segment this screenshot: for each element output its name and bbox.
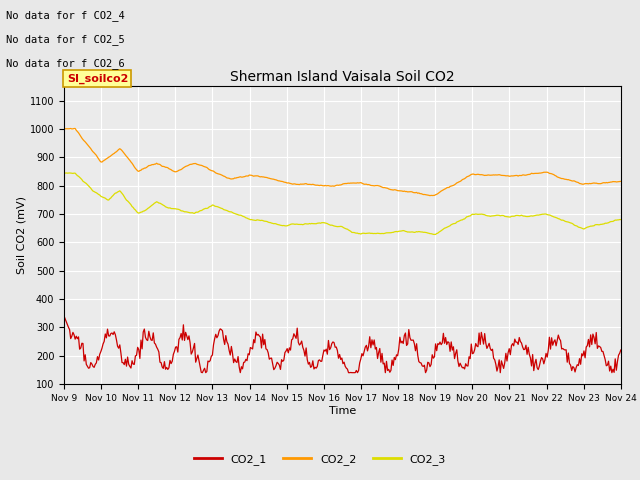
CO2_1 bbox=[617, 347, 625, 353]
Text: No data for f CO2_5: No data for f CO2_5 bbox=[6, 34, 125, 45]
CO2_2 bbox=[519, 172, 527, 178]
CO2_3 bbox=[60, 170, 68, 176]
CO2_3 bbox=[329, 223, 337, 228]
CO2_2 bbox=[606, 180, 614, 185]
CO2_2 bbox=[617, 179, 625, 184]
CO2_3 bbox=[617, 216, 625, 222]
CO2_2 bbox=[362, 181, 370, 187]
Y-axis label: Soil CO2 (mV): Soil CO2 (mV) bbox=[17, 196, 27, 274]
Line: CO2_1: CO2_1 bbox=[64, 316, 621, 372]
CO2_3 bbox=[393, 228, 401, 234]
CO2_3 bbox=[326, 222, 333, 228]
CO2_1 bbox=[605, 358, 612, 364]
CO2_3 bbox=[519, 213, 527, 219]
CO2_3 bbox=[606, 219, 614, 225]
CO2_2 bbox=[426, 193, 434, 199]
CO2_3 bbox=[62, 170, 70, 176]
CO2_1 bbox=[393, 352, 401, 358]
Text: SI_soilco2: SI_soilco2 bbox=[67, 73, 128, 84]
Text: No data for f CO2_6: No data for f CO2_6 bbox=[6, 58, 125, 69]
CO2_1 bbox=[326, 347, 333, 352]
CO2_3 bbox=[431, 231, 438, 237]
Legend: CO2_1, CO2_2, CO2_3: CO2_1, CO2_2, CO2_3 bbox=[189, 450, 451, 469]
Text: No data for f CO2_4: No data for f CO2_4 bbox=[6, 10, 125, 21]
CO2_3 bbox=[362, 230, 370, 236]
CO2_1 bbox=[518, 340, 525, 346]
CO2_2 bbox=[326, 183, 333, 189]
CO2_2 bbox=[329, 183, 337, 189]
CO2_1 bbox=[329, 339, 337, 345]
CO2_2 bbox=[60, 126, 68, 132]
CO2_1 bbox=[60, 313, 68, 319]
CO2_1 bbox=[362, 343, 370, 348]
CO2_1 bbox=[198, 370, 206, 375]
CO2_2 bbox=[393, 187, 401, 193]
Title: Sherman Island Vaisala Soil CO2: Sherman Island Vaisala Soil CO2 bbox=[230, 70, 454, 84]
X-axis label: Time: Time bbox=[329, 406, 356, 416]
Line: CO2_3: CO2_3 bbox=[64, 173, 621, 234]
CO2_2 bbox=[71, 126, 79, 132]
Line: CO2_2: CO2_2 bbox=[64, 129, 621, 196]
